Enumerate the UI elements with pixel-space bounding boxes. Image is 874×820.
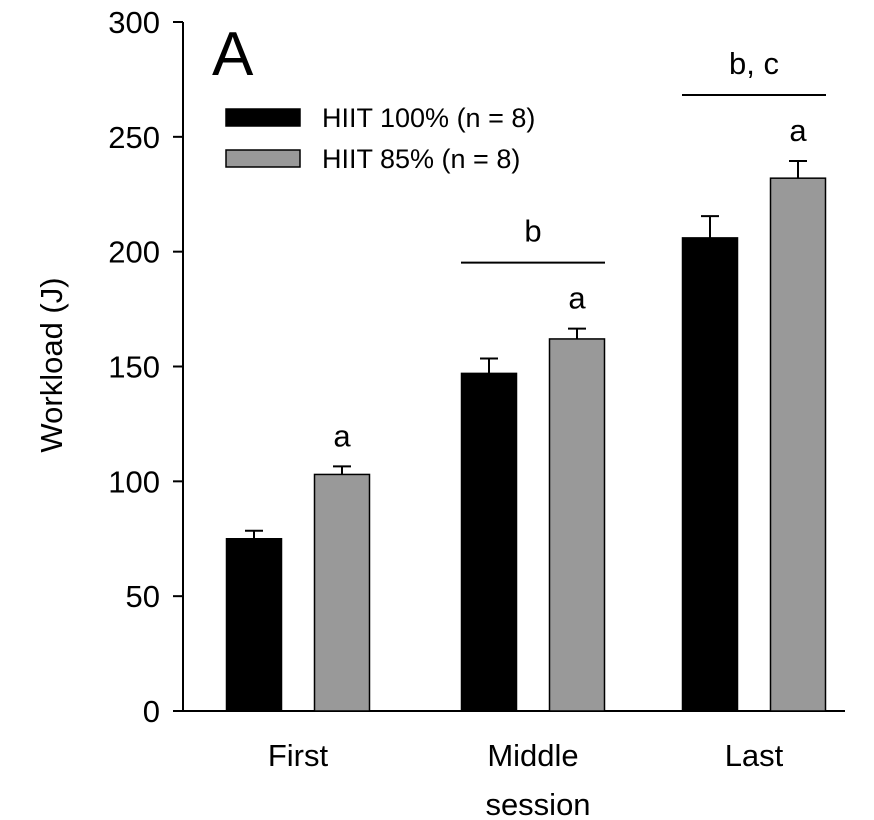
y-tick-label: 250 (108, 120, 160, 155)
x-tick-label: Last (725, 738, 784, 773)
comparison-label: b, c (729, 46, 779, 81)
comparison-label: b (524, 214, 541, 249)
bar (225, 538, 283, 712)
y-tick-label: 200 (108, 235, 160, 270)
legend-swatch-hiit-85 (225, 149, 301, 168)
bar (548, 338, 606, 712)
panel-label: A (212, 20, 254, 89)
legend: HIIT 100% (n = 8) HIIT 85% (n = 8) (225, 103, 535, 174)
x-tick-label: First (268, 738, 329, 773)
y-axis-title: Workload (J) (34, 277, 69, 452)
legend-label-hiit-85: HIIT 85% (n = 8) (322, 144, 520, 174)
y-ticks: 0 50 100 150 200 250 300 (108, 5, 183, 729)
significance-label: a (568, 281, 586, 316)
significance-label: a (789, 113, 807, 148)
bar (460, 372, 518, 712)
legend-swatch-hiit-100 (225, 108, 301, 127)
legend-item-hiit-85: HIIT 85% (n = 8) (225, 144, 520, 174)
y-tick-label: 100 (108, 464, 160, 499)
y-tick-label: 150 (108, 350, 160, 385)
y-tick-label: 0 (143, 694, 160, 729)
legend-label-hiit-100: HIIT 100% (n = 8) (322, 103, 535, 133)
significance-label: a (333, 418, 351, 453)
x-tick-label: Middle (487, 738, 578, 773)
legend-item-hiit-100: HIIT 100% (n = 8) (225, 103, 535, 133)
bar (769, 177, 827, 712)
x-axis-title: session (485, 787, 590, 820)
bar (681, 237, 739, 712)
bars (225, 159, 827, 712)
y-tick-label: 50 (126, 579, 160, 614)
y-tick-label: 300 (108, 5, 160, 40)
x-category-labels: First Middle Last (268, 738, 784, 773)
bar (313, 473, 371, 712)
